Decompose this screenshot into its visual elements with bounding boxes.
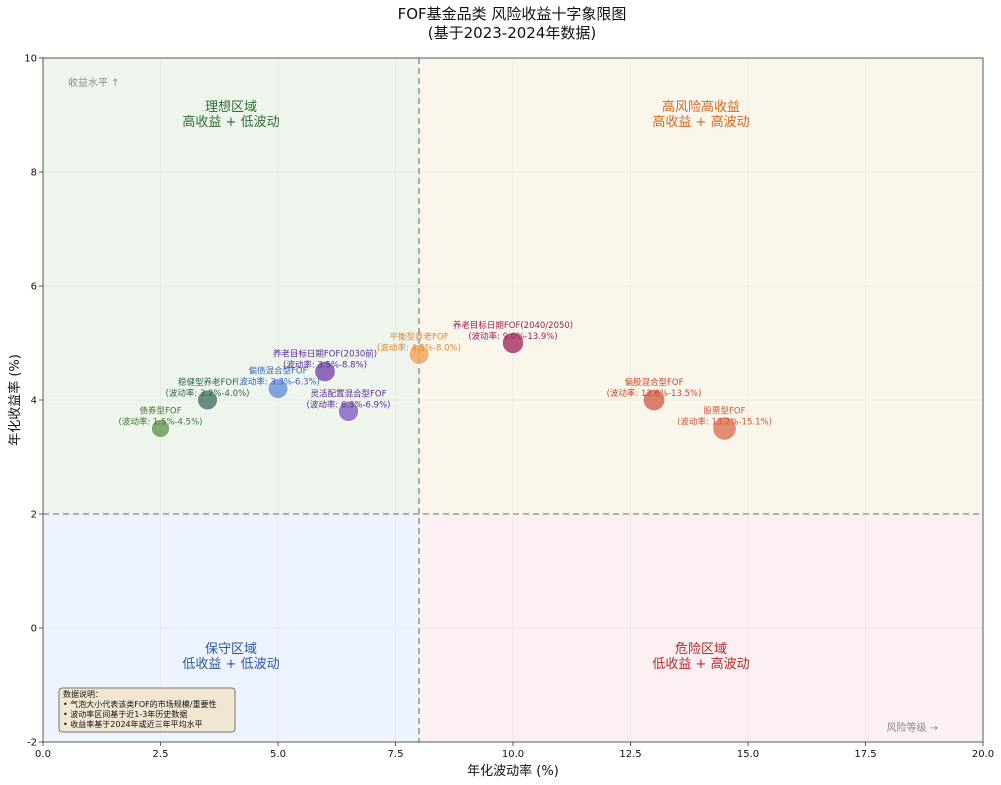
quadrant-tl-title: 理想区域 (205, 99, 257, 115)
point-range-label: (波动率: 3.2%-4.0%) (166, 388, 250, 399)
quadrant-br-subtitle: 低收益 + 高波动 (652, 656, 749, 672)
corner-risk-label: 风险等级 → (886, 721, 938, 734)
notes-box: 数据说明： • 气泡大小代表该类FOF的市场规模/重要性 • 波动率区间基于近1… (58, 687, 236, 733)
point-name-label: 股票型FOF (704, 407, 746, 417)
x-tick-label: 17.5 (854, 749, 876, 760)
point-range-label: (波动率: 4.5%-8.0%) (377, 342, 461, 353)
point-range-label: (波动率: 3.3%-6.3%) (236, 377, 320, 388)
x-tick-label: 0.0 (35, 749, 51, 760)
x-tick-label: 2.5 (153, 749, 169, 760)
bubble-point (337, 400, 360, 423)
bubble-point (642, 388, 666, 412)
point-range-label: (波动率: 3.5%-8.8%) (283, 360, 367, 371)
bubble-point (150, 418, 171, 439)
x-tick-label: 15.0 (737, 749, 759, 760)
bubble-point (711, 415, 738, 442)
y-tick-label: 8 (31, 168, 37, 179)
quadrant-tr-subtitle: 高收益 + 高波动 (652, 114, 749, 130)
point-range-label: (波动率: 9.0%-13.9%) (468, 331, 557, 342)
point-range-label: (波动率: 1.5%-4.5%) (119, 417, 203, 428)
point-name-label: 养老目标日期FOF(2030前) (273, 349, 377, 360)
x-tick-label: 20.0 (972, 749, 994, 760)
point-range-label: (波动率: 6.3%-6.9%) (307, 399, 391, 410)
quadrant-bl-subtitle: 低收益 + 低波动 (182, 657, 279, 672)
notes-line-3: • 收益率基于2024年或近三年平均水平 (63, 719, 203, 729)
quadrant-tr-title: 高风险高收益 (662, 99, 740, 115)
y-tick-label: 6 (31, 282, 37, 293)
notes-line-2: • 波动率区间基于近1-3年历史数据 (63, 709, 187, 719)
x-tick-label: 10.0 (502, 749, 524, 760)
quadrant-bl-title: 保守区域 (205, 642, 257, 657)
chart-title-line1: FOF基金品类 风险收益十字象限图 (398, 5, 627, 23)
point-name-label: 偏股混合型FOF (625, 377, 684, 388)
x-axis-label: 年化波动率 (%) (467, 763, 559, 779)
quadrant-tl-subtitle: 高收益 + 低波动 (182, 114, 279, 130)
point-range-label: (波动率: 13.2%-15.1%) (677, 417, 772, 428)
y-tick-label: 0 (31, 624, 37, 635)
bubble-point (196, 389, 219, 411)
bubble-point (313, 360, 337, 383)
point-name-label: 债券型FOF (140, 406, 182, 417)
point-name-label: 偏债混合型FOF (249, 366, 308, 377)
point-range-label: (波动率: 12.6%-13.5%) (607, 388, 702, 399)
quadrant-br-title: 危险区域 (675, 642, 727, 657)
point-name-label: 灵活配置混合型FOF (311, 388, 387, 399)
y-tick-label: 4 (31, 396, 37, 407)
y-tick-label: 10 (24, 54, 37, 65)
point-name-label: 养老目标日期FOF(2040/2050) (453, 320, 573, 331)
bubble-point (408, 343, 430, 366)
x-tick-label: 5.0 (270, 749, 286, 760)
point-name-label: 稳健型养老FOF (178, 377, 237, 388)
y-axis-label: 年化收益率 (%) (7, 354, 23, 446)
chart-title-line2: (基于2023-2024年数据) (428, 24, 596, 42)
notes-line-0: 数据说明： (63, 689, 103, 699)
bubble-point (267, 377, 289, 400)
corner-return-label: 收益水平 ↑ (68, 76, 120, 89)
bubble-point (501, 331, 525, 355)
y-tick-label: 2 (31, 510, 37, 521)
point-name-label: 平衡型养老FOF (390, 331, 449, 342)
notes-line-1: • 气泡大小代表该类FOF的市场规模/重要性 (63, 699, 216, 709)
x-tick-label: 12.5 (619, 749, 641, 760)
y-tick-label: -2 (27, 738, 37, 749)
x-tick-label: 7.5 (388, 749, 404, 760)
